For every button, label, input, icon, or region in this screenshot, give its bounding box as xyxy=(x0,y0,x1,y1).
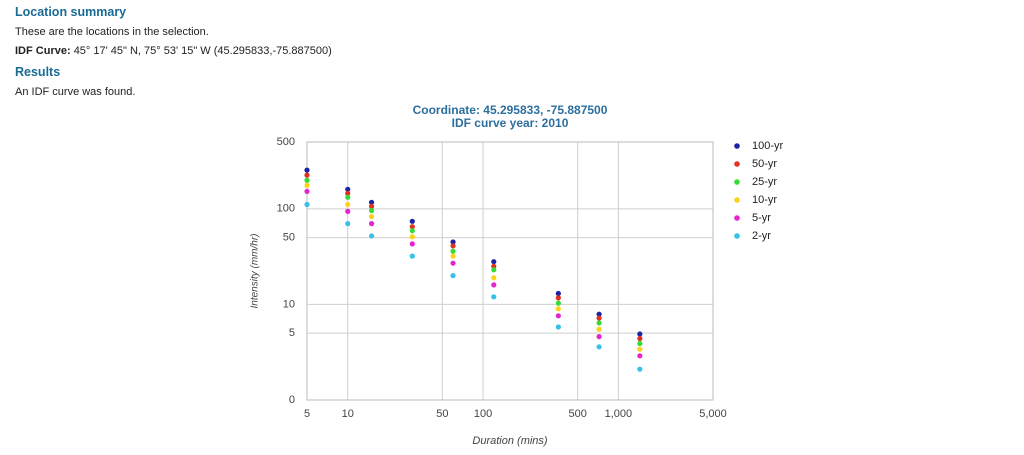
legend-label: 10-yr xyxy=(752,194,777,206)
legend-label: 2-yr xyxy=(752,230,771,242)
idf-line: IDF Curve: 45° 17' 45" N, 75° 53' 15" W … xyxy=(15,45,332,57)
point xyxy=(368,199,375,205)
point xyxy=(345,221,351,227)
point xyxy=(637,353,643,359)
section-title: Results xyxy=(15,65,61,79)
plot-frame xyxy=(306,141,714,401)
point xyxy=(555,290,561,297)
chart-title: Coordinate: 45.295833, -75.887500 xyxy=(413,103,608,117)
legend-swatch xyxy=(734,197,740,203)
point xyxy=(304,172,310,178)
x-tick-label: 5 xyxy=(304,408,310,420)
point xyxy=(409,218,415,224)
x-tick-label: 10 xyxy=(342,408,354,420)
x-tick-label: 500 xyxy=(568,408,586,420)
y-axis-label: Intensity (mm/hr) xyxy=(250,233,261,308)
point xyxy=(491,267,497,273)
point xyxy=(596,344,602,350)
point xyxy=(637,335,643,342)
point xyxy=(450,260,456,266)
point xyxy=(409,224,415,230)
point xyxy=(304,182,310,188)
point xyxy=(345,208,351,214)
x-tick-label: 1,000 xyxy=(605,408,633,420)
point xyxy=(409,253,415,259)
point xyxy=(491,259,497,265)
section-title: Location summary xyxy=(15,5,127,19)
point xyxy=(555,300,561,306)
point xyxy=(368,221,375,227)
point xyxy=(555,295,561,301)
point xyxy=(368,233,375,239)
point xyxy=(409,241,415,247)
chart-subtitle: IDF curve year: 2010 xyxy=(452,116,569,130)
point xyxy=(450,253,456,259)
idf-label: IDF Curve: xyxy=(15,45,71,57)
intro-text: These are the locations in the selection… xyxy=(15,26,209,38)
point xyxy=(637,366,643,372)
point xyxy=(304,167,310,173)
point xyxy=(450,248,456,254)
point xyxy=(491,282,497,288)
y-tick-label: 50 xyxy=(283,231,295,243)
legend-swatch xyxy=(734,215,740,221)
point xyxy=(450,243,456,249)
point xyxy=(637,331,643,337)
legend-label: 100-yr xyxy=(752,140,784,152)
point xyxy=(555,306,561,312)
point xyxy=(596,311,602,317)
point xyxy=(555,324,561,330)
legend-swatch xyxy=(734,179,740,185)
y-tick-label: 5 xyxy=(289,327,295,339)
point xyxy=(450,273,456,279)
point xyxy=(345,190,351,196)
point xyxy=(304,188,310,195)
x-axis-label: Duration (mins) xyxy=(472,435,548,447)
point xyxy=(345,186,351,192)
y-tick-label: 100 xyxy=(277,203,295,215)
point xyxy=(555,313,561,319)
point xyxy=(409,234,415,240)
legend-swatch xyxy=(734,233,740,239)
point xyxy=(304,177,310,183)
point xyxy=(368,213,375,220)
point xyxy=(596,326,602,332)
point xyxy=(304,201,310,208)
point xyxy=(345,194,351,200)
point xyxy=(596,334,602,340)
y-tick-label: 500 xyxy=(277,136,295,148)
legend-label: 25-yr xyxy=(752,176,777,188)
point xyxy=(596,320,602,326)
point xyxy=(409,228,415,234)
point xyxy=(596,315,602,321)
point xyxy=(637,340,643,347)
x-tick-label: 5,000 xyxy=(699,408,727,420)
point xyxy=(450,239,456,245)
point xyxy=(368,203,375,209)
y-tick-label: 0 xyxy=(289,394,295,406)
y-tick-label: 10 xyxy=(283,298,295,310)
point xyxy=(491,275,497,281)
point xyxy=(368,207,375,214)
result-text: An IDF curve was found. xyxy=(15,86,136,98)
legend-label: 5-yr xyxy=(752,212,771,224)
idf-value: 45° 17' 45" N, 75° 53' 15" W (45.295833,… xyxy=(73,45,332,57)
x-tick-label: 100 xyxy=(474,408,492,420)
x-tick-label: 50 xyxy=(436,408,448,420)
point xyxy=(345,201,351,208)
legend-label: 50-yr xyxy=(752,158,777,170)
legend-swatch xyxy=(734,161,740,167)
legend-swatch xyxy=(734,143,740,149)
point xyxy=(637,346,643,352)
point xyxy=(491,294,497,300)
